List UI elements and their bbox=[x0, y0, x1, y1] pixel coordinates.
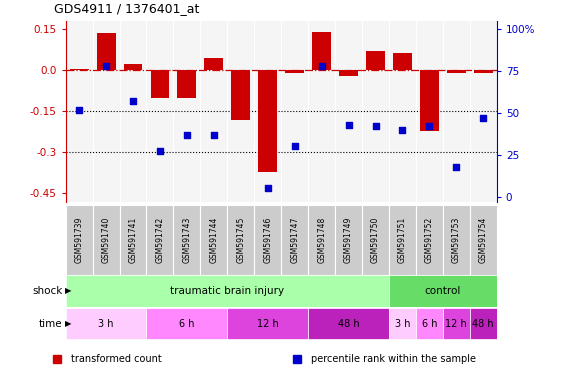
Bar bbox=[231, 70, 250, 119]
Text: percentile rank within the sample: percentile rank within the sample bbox=[311, 354, 476, 364]
Text: control: control bbox=[425, 286, 461, 296]
FancyBboxPatch shape bbox=[443, 308, 470, 339]
Text: GSM591750: GSM591750 bbox=[371, 217, 380, 263]
Text: GSM591746: GSM591746 bbox=[263, 217, 272, 263]
Bar bbox=[96, 33, 115, 70]
Text: ▶: ▶ bbox=[65, 319, 71, 328]
FancyBboxPatch shape bbox=[443, 205, 470, 275]
FancyBboxPatch shape bbox=[227, 308, 308, 339]
Text: 6 h: 6 h bbox=[179, 318, 195, 329]
Text: GSM591754: GSM591754 bbox=[479, 217, 488, 263]
Bar bbox=[151, 70, 170, 98]
Text: transformed count: transformed count bbox=[71, 354, 162, 364]
Text: 48 h: 48 h bbox=[472, 318, 494, 329]
Text: GSM591745: GSM591745 bbox=[236, 217, 246, 263]
Bar bbox=[447, 70, 466, 73]
Text: GSM591748: GSM591748 bbox=[317, 217, 326, 263]
Bar bbox=[339, 70, 358, 76]
Text: 48 h: 48 h bbox=[338, 318, 359, 329]
FancyBboxPatch shape bbox=[119, 205, 147, 275]
Text: GSM591742: GSM591742 bbox=[155, 217, 164, 263]
FancyBboxPatch shape bbox=[66, 205, 93, 275]
Text: traumatic brain injury: traumatic brain injury bbox=[170, 286, 284, 296]
FancyBboxPatch shape bbox=[389, 205, 416, 275]
Bar bbox=[178, 70, 196, 98]
Point bbox=[371, 123, 380, 129]
Point bbox=[452, 164, 461, 170]
FancyBboxPatch shape bbox=[335, 205, 362, 275]
Bar bbox=[204, 58, 223, 70]
Text: time: time bbox=[39, 318, 63, 329]
Point bbox=[102, 63, 111, 70]
Text: GDS4911 / 1376401_at: GDS4911 / 1376401_at bbox=[54, 2, 200, 15]
FancyBboxPatch shape bbox=[389, 275, 497, 306]
Text: 3 h: 3 h bbox=[98, 318, 114, 329]
FancyBboxPatch shape bbox=[200, 205, 227, 275]
Text: shock: shock bbox=[33, 286, 63, 296]
FancyBboxPatch shape bbox=[66, 308, 147, 339]
FancyBboxPatch shape bbox=[174, 205, 200, 275]
Point bbox=[128, 98, 138, 104]
Point bbox=[344, 122, 353, 128]
Text: 12 h: 12 h bbox=[445, 318, 467, 329]
Text: GSM591744: GSM591744 bbox=[210, 217, 218, 263]
Bar bbox=[258, 70, 277, 172]
Text: GSM591749: GSM591749 bbox=[344, 217, 353, 263]
Bar bbox=[366, 51, 385, 70]
Point bbox=[317, 63, 326, 70]
FancyBboxPatch shape bbox=[93, 205, 119, 275]
Text: GSM591752: GSM591752 bbox=[425, 217, 434, 263]
FancyBboxPatch shape bbox=[308, 308, 389, 339]
Point bbox=[398, 127, 407, 133]
Bar bbox=[474, 70, 493, 73]
FancyBboxPatch shape bbox=[308, 205, 335, 275]
Point bbox=[155, 148, 164, 154]
FancyBboxPatch shape bbox=[254, 205, 281, 275]
Bar bbox=[420, 70, 439, 131]
FancyBboxPatch shape bbox=[66, 275, 389, 306]
Point bbox=[75, 107, 84, 113]
FancyBboxPatch shape bbox=[227, 205, 254, 275]
Text: GSM591753: GSM591753 bbox=[452, 217, 461, 263]
FancyBboxPatch shape bbox=[147, 308, 227, 339]
Text: ▶: ▶ bbox=[65, 286, 71, 295]
FancyBboxPatch shape bbox=[147, 205, 174, 275]
Text: 6 h: 6 h bbox=[421, 318, 437, 329]
Point bbox=[263, 185, 272, 191]
FancyBboxPatch shape bbox=[281, 205, 308, 275]
Text: 12 h: 12 h bbox=[257, 318, 279, 329]
Text: GSM591740: GSM591740 bbox=[102, 217, 111, 263]
Point bbox=[425, 123, 434, 129]
Bar bbox=[123, 63, 142, 70]
Bar bbox=[286, 70, 304, 73]
Point bbox=[478, 115, 488, 121]
Text: GSM591739: GSM591739 bbox=[75, 217, 83, 263]
Text: GSM591741: GSM591741 bbox=[128, 217, 138, 263]
Point bbox=[210, 132, 219, 138]
Point bbox=[182, 132, 191, 138]
FancyBboxPatch shape bbox=[416, 308, 443, 339]
Text: GSM591743: GSM591743 bbox=[182, 217, 191, 263]
FancyBboxPatch shape bbox=[470, 308, 497, 339]
Text: 3 h: 3 h bbox=[395, 318, 410, 329]
Bar bbox=[312, 32, 331, 70]
FancyBboxPatch shape bbox=[362, 205, 389, 275]
Text: GSM591747: GSM591747 bbox=[290, 217, 299, 263]
Bar bbox=[393, 53, 412, 70]
Bar bbox=[70, 69, 89, 70]
FancyBboxPatch shape bbox=[389, 308, 416, 339]
FancyBboxPatch shape bbox=[470, 205, 497, 275]
FancyBboxPatch shape bbox=[416, 205, 443, 275]
Point bbox=[290, 143, 299, 149]
Text: GSM591751: GSM591751 bbox=[398, 217, 407, 263]
